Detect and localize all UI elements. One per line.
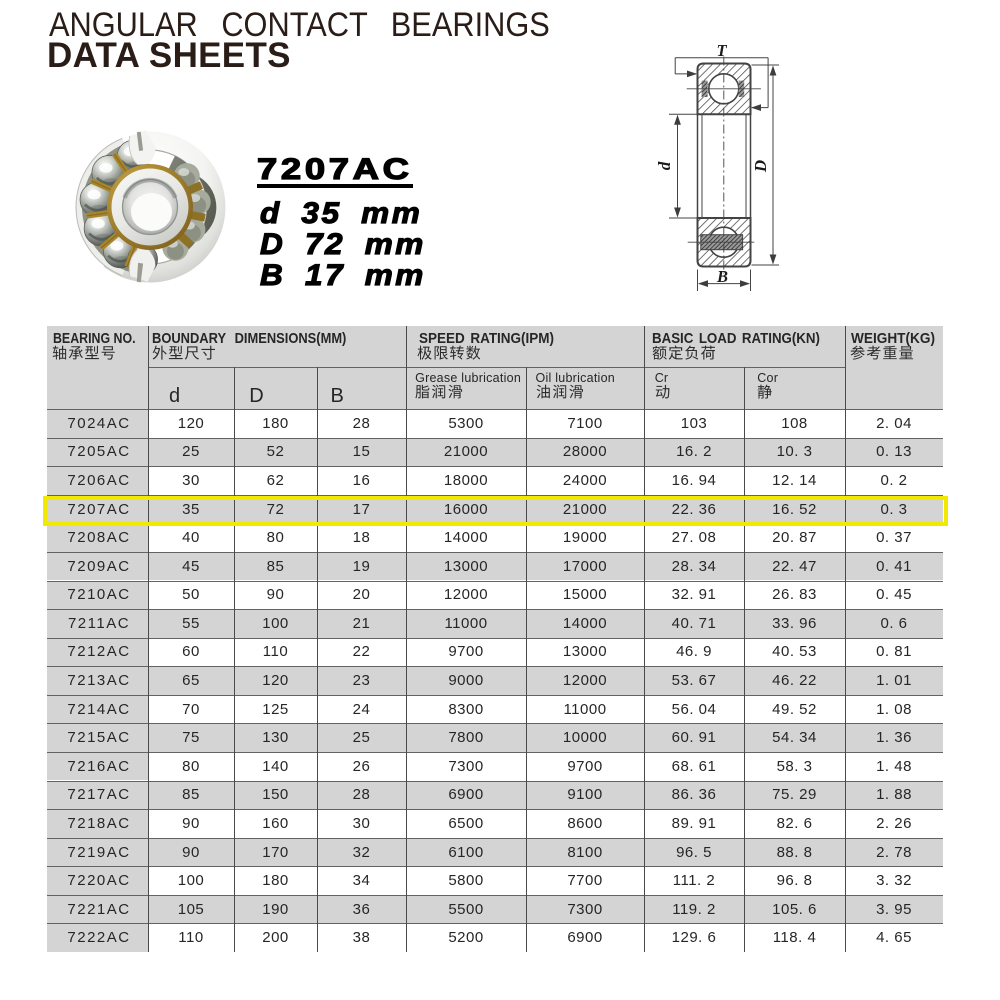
svg-text:d: d — [655, 161, 674, 170]
svg-text:B: B — [716, 267, 728, 286]
svg-text:T: T — [717, 41, 728, 60]
svg-text:D: D — [751, 160, 770, 173]
